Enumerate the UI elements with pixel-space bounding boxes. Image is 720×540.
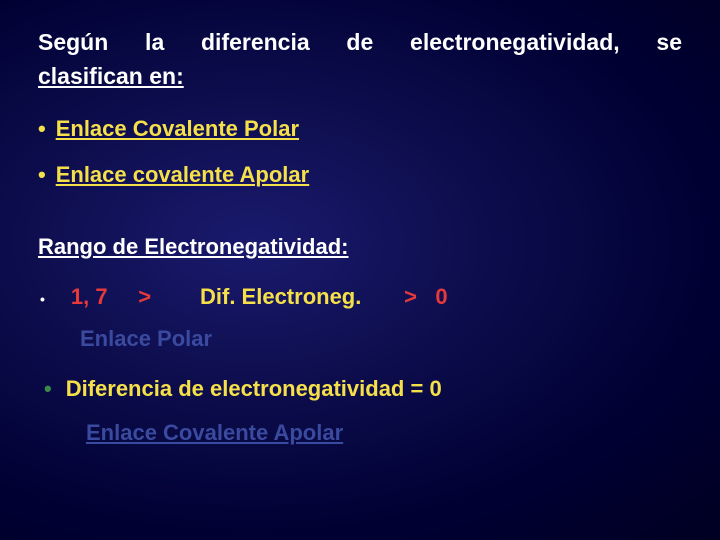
bullet-marker: • xyxy=(38,118,46,140)
range-expression: • 1, 7 > Dif. Electroneg. > 0 xyxy=(38,284,682,310)
range-mid-label: Dif. Electroneg. xyxy=(200,284,361,309)
range-right-op: > xyxy=(404,284,417,309)
subheading-range: Rango de Electronegatividad: xyxy=(38,234,682,260)
bullet-marker: • xyxy=(38,164,46,186)
range-left-op: > xyxy=(138,284,151,309)
label-enlace-apolar: Enlace Covalente Apolar xyxy=(86,420,682,446)
slide-title-line1: Según la diferencia de electronegativida… xyxy=(38,28,682,57)
range-right-value: 0 xyxy=(435,284,447,309)
difference-expression: • Diferencia de electronegatividad = 0 xyxy=(38,376,682,402)
difference-text: Diferencia de electronegatividad = 0 xyxy=(66,376,442,402)
bullet-marker-small: • xyxy=(40,291,45,307)
label-enlace-polar: Enlace Polar xyxy=(80,326,682,352)
bullet-text: Enlace Covalente Polar xyxy=(56,116,299,142)
bullet-text: Enlace covalente Apolar xyxy=(56,162,310,188)
bullet-item-apolar: • Enlace covalente Apolar xyxy=(38,162,682,188)
bullet-marker-green: • xyxy=(44,376,52,402)
bullet-item-polar: • Enlace Covalente Polar xyxy=(38,116,682,142)
slide-title-line2: clasifican en: xyxy=(38,63,682,90)
range-left-value: 1, 7 xyxy=(71,284,108,309)
